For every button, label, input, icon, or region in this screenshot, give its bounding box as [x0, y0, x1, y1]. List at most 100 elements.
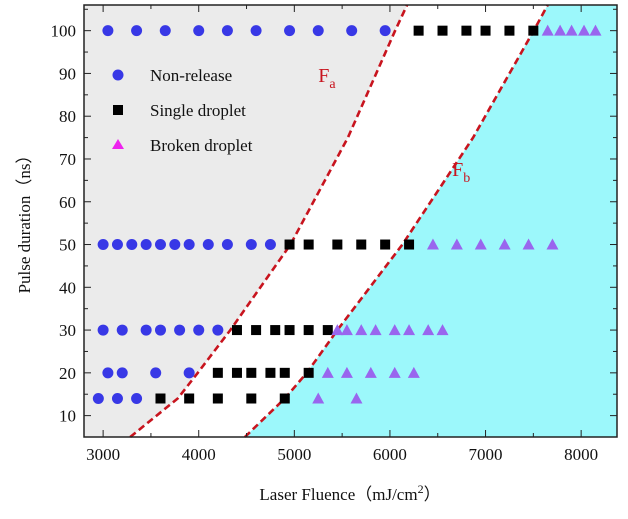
- broken-droplet-point: [321, 366, 334, 378]
- legend-square-marker: [113, 105, 123, 115]
- single-droplet-point: [303, 325, 314, 336]
- non-release-point: [169, 239, 181, 251]
- y-tick-label: 50: [59, 236, 76, 255]
- broken-droplet-point: [388, 366, 401, 378]
- axis-ticks: 3000 4000 5000 6000 7000 8000 10 20 30 40 50 60 70 80…: [51, 5, 617, 464]
- y-tick-label: 10: [59, 407, 76, 426]
- non-release-point: [140, 239, 152, 251]
- single-droplet-point: [504, 25, 515, 36]
- single-droplet-point: [284, 239, 295, 250]
- broken-droplet-point: [340, 324, 353, 336]
- single-droplet-point: [380, 239, 391, 250]
- non-release-point: [284, 25, 296, 37]
- broken-droplet-point: [426, 238, 439, 250]
- non-release-point: [159, 25, 171, 37]
- y-tick-label: 80: [59, 107, 76, 126]
- broken-droplet-point: [565, 24, 578, 36]
- non-release-point: [154, 324, 166, 336]
- single-droplet-point: [246, 393, 257, 404]
- single-droplet-point: [270, 325, 281, 336]
- broken-droplet-point: [589, 24, 602, 36]
- single-droplet-point: [356, 239, 367, 250]
- non-release-point: [193, 324, 205, 336]
- single-droplet-point: [284, 325, 295, 336]
- non-release-point: [346, 25, 358, 37]
- non-release-point: [183, 367, 195, 379]
- broken-droplet-point: [331, 324, 344, 336]
- non-release-point: [264, 239, 276, 251]
- boundary-curve-Fa: [129, 4, 409, 439]
- broken-droplet-point: [436, 324, 449, 336]
- non-release-point: [221, 25, 233, 37]
- non-release-point: [245, 239, 257, 251]
- y-axis-title: Pulse duration（ns）: [15, 147, 34, 294]
- y-tick-label: 100: [51, 22, 77, 41]
- single-droplet-point: [212, 393, 223, 404]
- non-release-point: [92, 393, 104, 405]
- non-release-point: [193, 25, 205, 37]
- x-tick-label: 6000: [373, 445, 407, 464]
- non-release-point: [221, 239, 233, 251]
- broken-droplet-point: [340, 366, 353, 378]
- non-release-point: [250, 25, 262, 37]
- single-droplet-point: [413, 25, 424, 36]
- axes-frame: [83, 4, 618, 438]
- broken-droplet-point: [422, 324, 435, 336]
- boundary-label-Fa: Fa: [318, 65, 336, 92]
- y-tick-label: 90: [59, 64, 76, 83]
- broken-droplet-point: [554, 24, 567, 36]
- y-tick-label: 70: [59, 150, 76, 169]
- plot-frame: [83, 4, 618, 438]
- broken-droplet-point: [407, 366, 420, 378]
- single-droplet-point: [528, 25, 539, 36]
- broken-droplet-point: [312, 392, 325, 404]
- broken-droplet-point: [388, 324, 401, 336]
- single-droplet-point: [404, 239, 415, 250]
- broken-droplet-point: [364, 366, 377, 378]
- y-tick-label: 40: [59, 278, 76, 297]
- broken-droplet-point: [578, 24, 591, 36]
- y-tick-label: 60: [59, 193, 76, 212]
- y-tick-label: 20: [59, 364, 76, 383]
- non-release-point: [212, 324, 224, 336]
- legend-label-non-release: Non-release: [150, 66, 232, 85]
- non-release-point: [140, 324, 152, 336]
- x-tick-label: 7000: [469, 445, 503, 464]
- single-droplet-point: [279, 367, 290, 378]
- single-droplet-point: [461, 25, 472, 36]
- non-release-point: [116, 367, 128, 379]
- single-droplet-point: [303, 239, 314, 250]
- non-release-point: [131, 393, 143, 405]
- non-release-point: [116, 324, 128, 336]
- single-droplet-point: [231, 367, 242, 378]
- broken-droplet-point: [546, 238, 559, 250]
- single-droplet-point: [246, 367, 257, 378]
- legend-label-broken-droplet: Broken droplet: [150, 136, 253, 155]
- single-droplet-point: [437, 25, 448, 36]
- single-droplet-point: [480, 25, 491, 36]
- boundary-label-Fb: Fb: [452, 159, 470, 186]
- legend: Non-release Single droplet Broken drople…: [112, 66, 253, 155]
- non-release-point: [126, 239, 138, 251]
- non-release-point: [102, 25, 114, 37]
- non-release-point: [111, 393, 123, 405]
- x-axis-title: Laser Fluence（mJ/cm2）: [259, 482, 440, 504]
- x-tick-label: 8000: [564, 445, 598, 464]
- broken-droplet-point: [355, 324, 368, 336]
- single-droplet-point: [279, 393, 290, 404]
- non-release-point: [154, 239, 166, 251]
- broken-droplet-point: [350, 392, 363, 404]
- non-release-point: [174, 324, 186, 336]
- x-tick-label: 4000: [182, 445, 216, 464]
- broken-droplet-point: [369, 324, 382, 336]
- broken-droplet-point: [498, 238, 511, 250]
- non-release-point: [111, 239, 123, 251]
- single-droplet-point: [251, 325, 262, 336]
- non-release-point: [102, 367, 114, 379]
- legend-circle-marker: [112, 69, 124, 81]
- data-points: [92, 24, 602, 405]
- single-droplet-point: [322, 325, 333, 336]
- single-droplet-point: [212, 367, 223, 378]
- broken-droplet-point: [474, 238, 487, 250]
- broken-droplet-point: [403, 324, 416, 336]
